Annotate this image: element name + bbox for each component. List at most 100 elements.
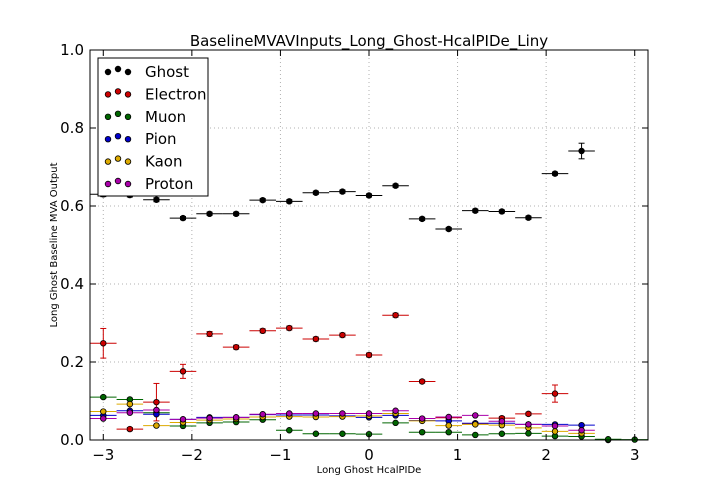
y-tick-label: 0.6 xyxy=(60,197,84,215)
data-point xyxy=(179,214,187,222)
data-point xyxy=(100,415,107,422)
data-point xyxy=(312,189,320,196)
data-point xyxy=(286,324,293,332)
data-point xyxy=(525,430,532,437)
data-point xyxy=(286,427,293,434)
data-point xyxy=(604,436,612,443)
data-point xyxy=(418,415,426,422)
legend-marker xyxy=(124,68,132,76)
axis-ticks: −3 −2 −1 0 1 2 3 0.0 0.2 0.4 0.6 0.8 1.0 xyxy=(60,41,648,464)
legend-frame xyxy=(97,57,209,197)
data-point xyxy=(525,410,532,418)
y-tick-label: 0.8 xyxy=(60,119,84,137)
data-point xyxy=(126,400,134,408)
legend-item-ghost: Ghost xyxy=(104,63,189,81)
legend-marker xyxy=(114,132,122,140)
x-tick-label: −3 xyxy=(92,446,114,464)
legend-item-muon: Muon xyxy=(104,108,186,126)
data-point xyxy=(365,351,373,359)
data-point xyxy=(418,429,426,436)
y-axis-label: Long Ghost Baseline MVA Output xyxy=(49,162,60,327)
legend-marker xyxy=(104,68,112,76)
data-point xyxy=(153,422,160,429)
data-point xyxy=(206,210,213,217)
data-point xyxy=(472,207,479,214)
legend-marker xyxy=(114,110,122,117)
data-point xyxy=(392,407,399,414)
data-point xyxy=(472,431,479,439)
data-point xyxy=(259,196,266,204)
data-point xyxy=(472,421,479,428)
legend-label: Pion xyxy=(145,130,177,148)
y-tick-label: 0.0 xyxy=(60,431,84,449)
data-point xyxy=(179,368,187,375)
legend-marker xyxy=(124,91,132,98)
legend-marker xyxy=(104,113,112,120)
data-point xyxy=(551,428,559,435)
data-point xyxy=(153,406,160,414)
data-point xyxy=(392,312,399,319)
legend-item-pion: Pion xyxy=(104,130,177,148)
legend-marker xyxy=(124,180,132,188)
data-point xyxy=(551,170,559,177)
data-point xyxy=(525,214,532,221)
legend-marker xyxy=(114,177,122,185)
legend-marker xyxy=(124,158,132,165)
legend-marker xyxy=(104,91,112,98)
legend-marker xyxy=(104,180,112,188)
data-point xyxy=(312,335,320,343)
data-point xyxy=(365,192,373,199)
data-point xyxy=(179,416,187,423)
data-point xyxy=(392,419,399,427)
legend-item-kaon: Kaon xyxy=(104,153,182,171)
data-point xyxy=(339,188,346,195)
data-point xyxy=(126,409,134,416)
legend-marker xyxy=(124,113,132,120)
legend-marker xyxy=(114,88,122,95)
data-point xyxy=(232,210,240,217)
data-point xyxy=(312,410,320,417)
x-tick-label: 2 xyxy=(541,446,551,464)
legend-label: Proton xyxy=(145,175,193,193)
data-point xyxy=(498,430,506,437)
data-point xyxy=(498,208,506,215)
data-point xyxy=(126,425,134,433)
data-point xyxy=(525,421,532,428)
y-tick-label: 0.4 xyxy=(60,275,84,293)
legend-marker xyxy=(114,155,122,162)
data-point xyxy=(206,330,213,338)
legend-marker xyxy=(114,65,122,73)
chart-title: BaselineMVAVInputs_Long_Ghost-HcalPIDe_L… xyxy=(190,32,548,51)
legend-label: Ghost xyxy=(145,63,189,81)
data-point xyxy=(339,331,346,339)
data-point xyxy=(418,378,426,385)
data-point xyxy=(392,182,399,189)
data-point xyxy=(259,411,266,418)
data-point xyxy=(472,412,479,419)
legend-marker xyxy=(104,158,112,165)
x-tick-label: 1 xyxy=(453,446,463,464)
data-point xyxy=(153,398,160,406)
data-point xyxy=(445,422,452,429)
y-tick-label: 1.0 xyxy=(60,41,84,59)
data-point xyxy=(578,427,585,434)
x-tick-label: 0 xyxy=(364,446,374,464)
data-point xyxy=(445,429,452,436)
series-proton xyxy=(90,406,595,434)
data-point xyxy=(100,408,107,415)
data-point xyxy=(153,196,160,203)
data-point xyxy=(445,225,452,233)
data-point xyxy=(100,393,107,401)
data-point xyxy=(498,418,506,425)
data-point xyxy=(551,390,559,397)
data-point xyxy=(206,414,213,422)
legend-label: Kaon xyxy=(145,153,182,171)
data-point xyxy=(339,430,346,437)
legend-item-electron: Electron xyxy=(104,85,207,103)
data-point xyxy=(232,343,240,351)
x-tick-label: −2 xyxy=(181,446,203,464)
data-point xyxy=(365,410,373,417)
legend: Ghost Electron Muon Pion Kaon Proton xyxy=(97,57,209,197)
x-axis-label: Long Ghost HcalPIDe xyxy=(317,465,422,476)
